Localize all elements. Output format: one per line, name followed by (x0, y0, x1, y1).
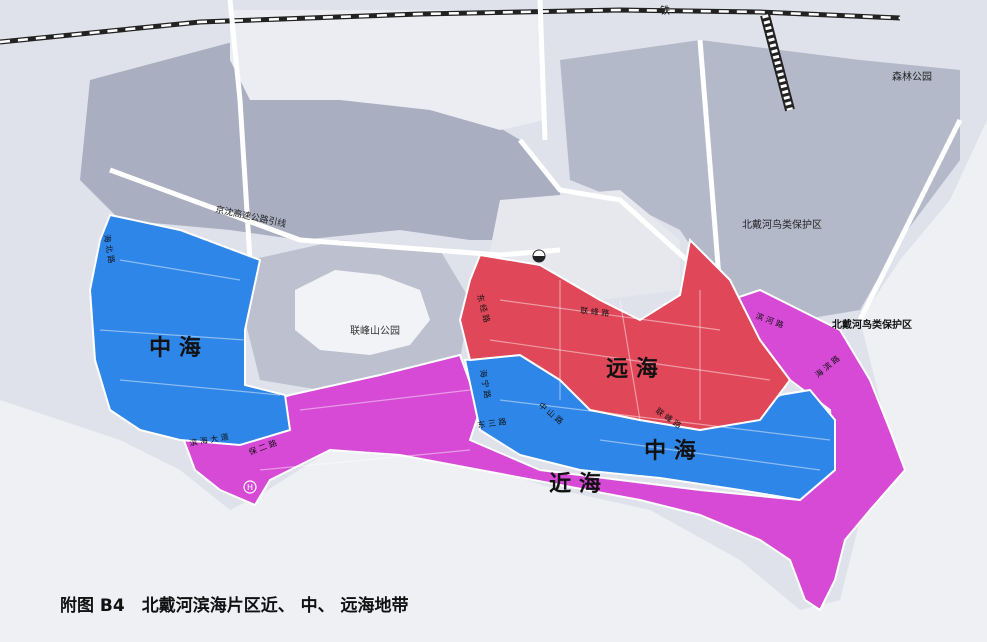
mid-sea-west-label: 中 海 (149, 335, 201, 361)
mid-sea-east-label: 中 海 (644, 438, 696, 464)
north-district (80, 40, 560, 240)
railway-label: 铁 (660, 4, 670, 17)
north-east-district (560, 40, 960, 320)
road-label-lianfeng: 联 峰 路 (580, 305, 610, 318)
bird-reserve-label-1: 北戴河鸟类保护区 (742, 218, 822, 231)
map-caption: 附图 B4 北戴河滨海片区近、 中、 远海地带 (60, 595, 409, 616)
lianfeng-park-forest (295, 270, 430, 355)
near-sea-label: 近 海 (549, 471, 601, 497)
near-sea-zone (178, 288, 907, 612)
hospital-icon: H (243, 480, 257, 494)
forest-park-label: 森林公园 (892, 70, 932, 83)
lianfeng-park-label: 联峰山公园 (350, 325, 400, 337)
far-sea-label: 远 海 (606, 356, 658, 382)
far-sea-zone (458, 237, 792, 432)
bird-reserve-label-2: 北戴河鸟类保护区 (832, 318, 912, 331)
poi-marker-icon (532, 249, 546, 263)
svg-text:H: H (247, 483, 253, 492)
railway-line (0, 7, 901, 112)
town-center (230, 10, 545, 130)
mid-sea-zone-west (88, 213, 292, 447)
road-label-dongsan: 东 三 路 (477, 416, 507, 430)
road-network (109, 0, 963, 322)
zone-streets (99, 259, 831, 471)
